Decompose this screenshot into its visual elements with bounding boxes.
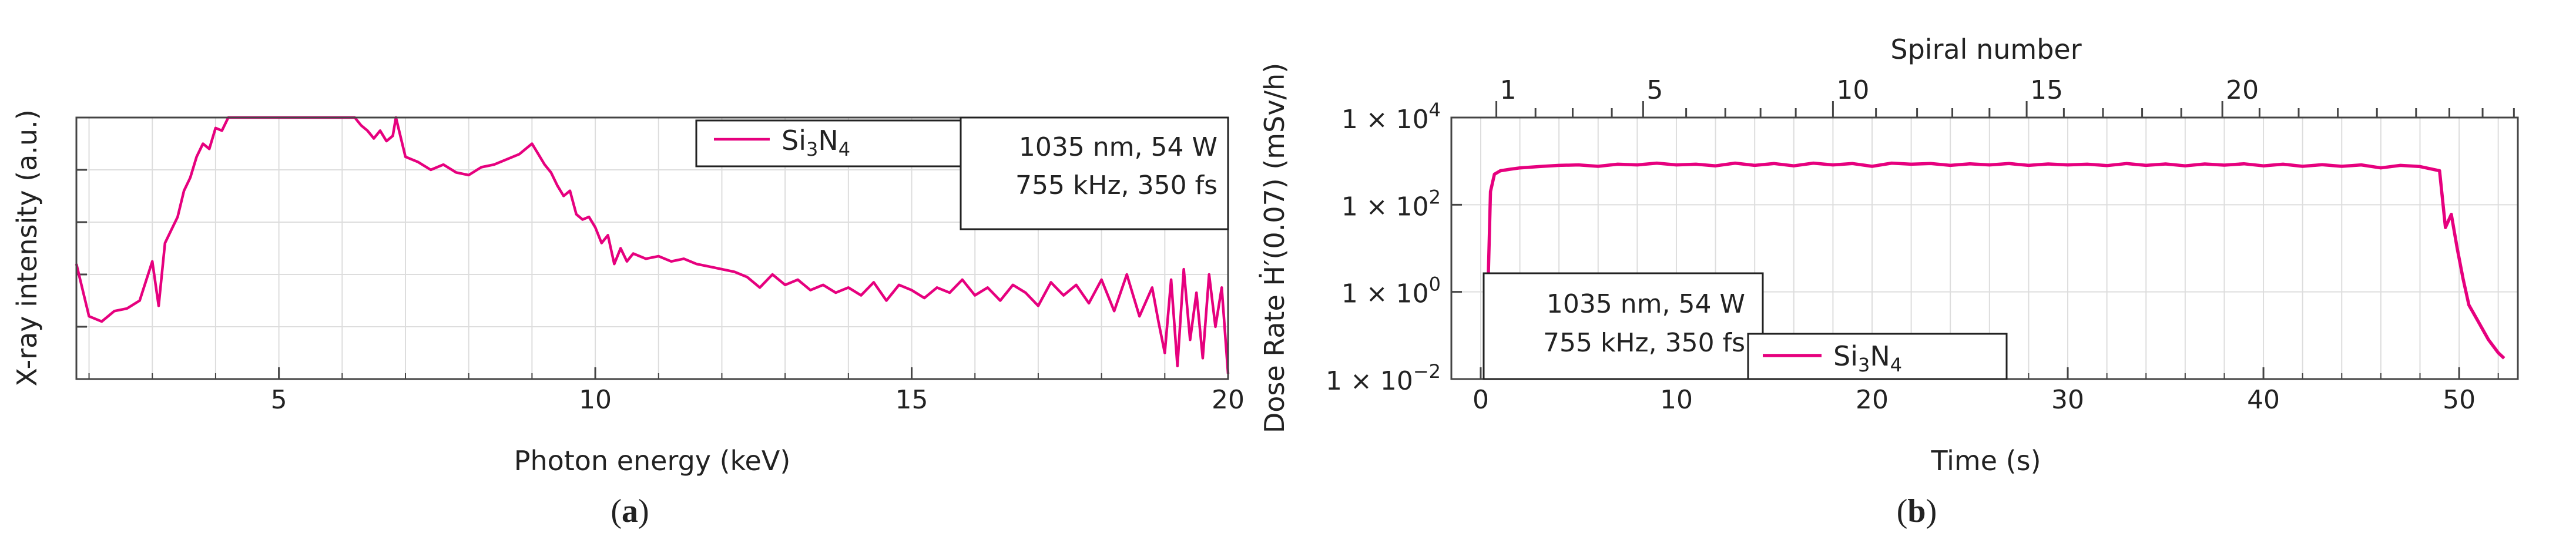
legend-label-a: Si3N4 — [781, 125, 850, 160]
panel-label-a-open: ( — [611, 493, 622, 529]
legend-b: Si3N4 — [1747, 333, 2008, 380]
y-axis-label-b: Dose Rate Ḣ′(0.07) (mSv/h) — [1259, 63, 1290, 433]
x-axis-label-b: Time (s) — [1930, 445, 2041, 477]
annotation-box-a — [960, 116, 1229, 230]
tick-label-x-a: 10 — [579, 385, 612, 415]
panel-label-b-open: ( — [1897, 493, 1908, 529]
tick-label-x-b: 20 — [1856, 385, 1889, 415]
legend-n-a: N — [818, 125, 838, 156]
plot-frame-a — [75, 116, 1229, 380]
tick-label-y-base-b: 1 × 10 — [1341, 105, 1429, 135]
legend-si-a: Si — [781, 125, 806, 156]
tick-label-x-a: 5 — [271, 385, 287, 415]
tick-label-y-exp-b: −2 — [1413, 360, 1441, 383]
legend-box-a — [695, 119, 968, 167]
tick-label-y-base-b: 1 × 10 — [1341, 279, 1429, 309]
tick-label-y-base-b: 1 × 10 — [1326, 366, 1413, 396]
panel-label-b-close: ) — [1926, 493, 1937, 529]
top-x-ticks-b: 1 5 10 15 20 — [1495, 75, 2515, 118]
legend-a: Si3N4 — [695, 119, 968, 167]
top-tick-label-b: 10 — [1836, 75, 1869, 105]
top-tick-label-b: 20 — [2226, 75, 2259, 105]
annotation-line2-a: 755 kHz, 350 fs — [1015, 170, 1217, 200]
x-ticks-b: 0 10 20 30 40 50 — [1473, 367, 2499, 415]
tick-label-y-base-b: 1 × 10 — [1341, 192, 1429, 222]
tick-label-y-exp-b: 2 — [1429, 186, 1441, 208]
annotation-a: 1035 nm, 54 W 755 kHz, 350 fs — [960, 116, 1229, 230]
x-ticks-a: 5 10 15 20 — [88, 367, 1245, 415]
legend-si-b: Si — [1833, 340, 1858, 372]
tick-label-x-b: 10 — [1660, 385, 1693, 415]
tick-label-y-b: 1 × 10−2 — [1326, 360, 1441, 396]
legend-sub4-a: 4 — [838, 138, 850, 160]
legend-n-b: N — [1870, 340, 1890, 372]
legend-box-b — [1747, 333, 2008, 380]
tick-label-x-a: 15 — [895, 385, 928, 415]
annotation-line1-a: 1035 nm, 54 W — [1019, 132, 1217, 162]
tick-label-y-b: 1 × 104 — [1341, 99, 1441, 135]
tick-label-y-b: 1 × 100 — [1341, 273, 1441, 309]
tick-label-y-exp-b: 4 — [1429, 99, 1441, 121]
annotation-b: 1035 nm, 54 W 755 kHz, 350 fs — [1482, 272, 1764, 380]
legend-label-b: Si3N4 — [1833, 340, 1902, 376]
top-tick-label-b: 1 — [1500, 75, 1517, 105]
tick-label-x-b: 40 — [2247, 385, 2280, 415]
y-axis-label-a: X-ray intensity (a.u.) — [11, 109, 43, 386]
panel-label-a: (a) — [611, 493, 649, 529]
annotation-line1-b: 1035 nm, 54 W — [1547, 289, 1745, 319]
top-axis-label-b: Spiral number — [1890, 33, 2081, 65]
gridlines-a — [76, 118, 1229, 379]
top-tick-label-b: 15 — [2030, 75, 2063, 105]
tick-label-y-b: 1 × 102 — [1341, 186, 1441, 222]
legend-sub3-a: 3 — [806, 138, 818, 160]
legend-sub4-b: 4 — [1890, 354, 1902, 376]
top-tick-label-b: 5 — [1646, 75, 1663, 105]
annotation-line2-b: 755 kHz, 350 fs — [1543, 328, 1745, 358]
panel-label-a-close: ) — [638, 493, 649, 529]
panel-label-b-letter: b — [1907, 493, 1926, 529]
panel-label-b: (b) — [1897, 493, 1937, 529]
x-axis-label-a: Photon energy (keV) — [514, 445, 791, 477]
panel-label-a-letter: a — [622, 493, 638, 529]
tick-label-x-b: 0 — [1473, 385, 1489, 415]
annotation-box-b — [1482, 272, 1764, 380]
y-ticks-a — [76, 169, 87, 328]
tick-label-x-a: 20 — [1212, 385, 1245, 415]
tick-label-y-exp-b: 0 — [1429, 273, 1441, 296]
legend-sub3-b: 3 — [1858, 354, 1870, 376]
panel-a-chart: 5 10 15 20 Si3N4 1035 nm, 54 W 755 kHz, 350… — [11, 109, 1245, 529]
tick-label-x-b: 50 — [2443, 385, 2476, 415]
tick-label-x-b: 30 — [2051, 385, 2084, 415]
series-line-si3n4-b — [1485, 161, 2505, 360]
